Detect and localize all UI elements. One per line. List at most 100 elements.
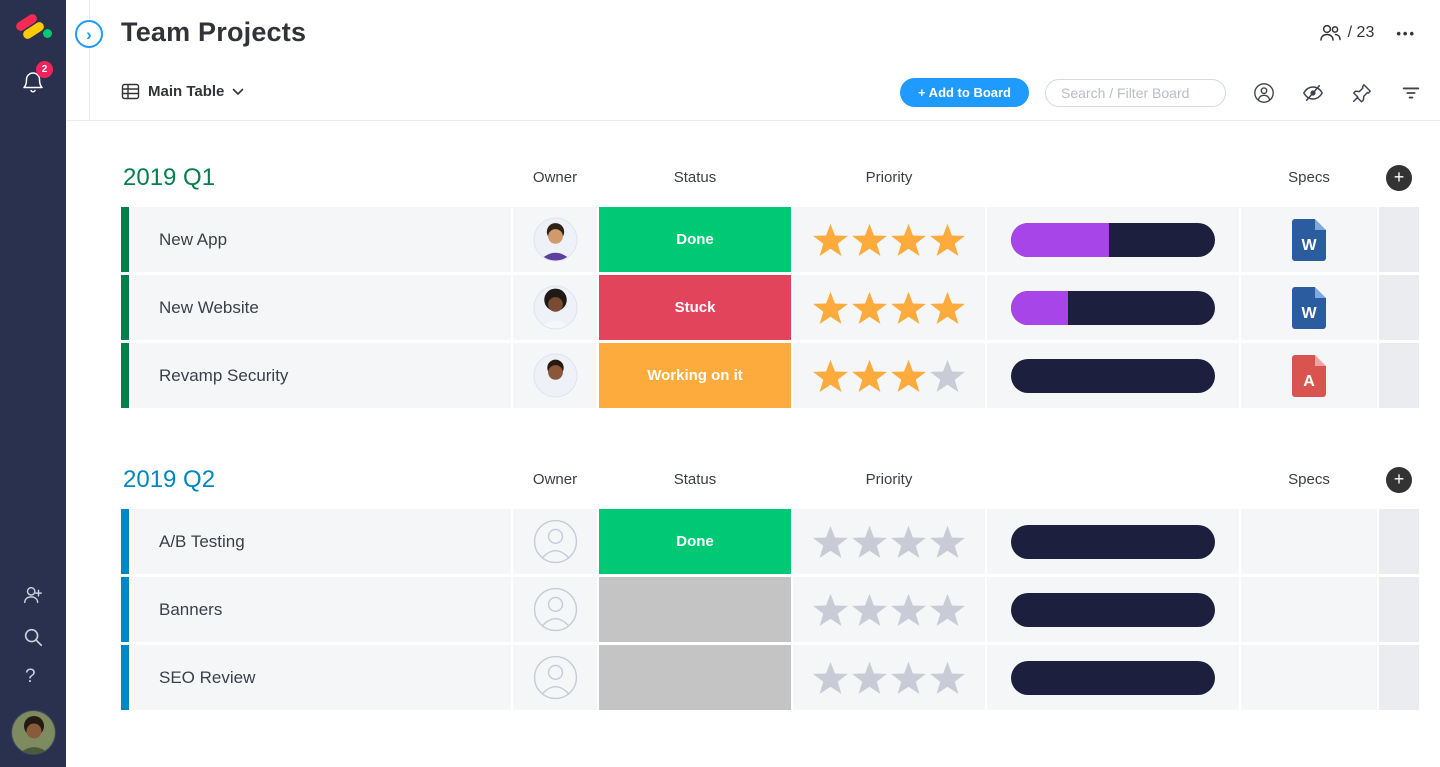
group-color-bar — [121, 275, 129, 340]
progress-bar[interactable] — [1011, 358, 1215, 393]
owner-cell[interactable] — [513, 577, 597, 642]
specs-cell[interactable] — [1241, 509, 1377, 574]
add-column-button[interactable]: + — [1386, 164, 1412, 191]
star-icon[interactable] — [812, 593, 849, 627]
progress-bar[interactable] — [1011, 222, 1215, 257]
search-icon[interactable] — [22, 626, 44, 648]
column-header-specs[interactable]: Specs — [1288, 169, 1330, 186]
star-icon[interactable] — [929, 359, 966, 393]
monday-logo-icon[interactable] — [14, 12, 53, 41]
star-icon[interactable] — [812, 525, 849, 559]
invite-member-icon[interactable] — [22, 584, 44, 606]
progress-cell[interactable] — [987, 275, 1239, 340]
add-to-board-button[interactable]: + Add to Board — [899, 78, 1029, 107]
progress-cell[interactable] — [987, 343, 1239, 408]
star-icon[interactable] — [929, 593, 966, 627]
item-name[interactable]: A/B Testing — [131, 509, 511, 574]
column-header-status[interactable]: Status — [673, 169, 717, 186]
progress-bar[interactable] — [1011, 290, 1215, 325]
status-label[interactable]: Working on it — [599, 343, 791, 408]
board-members-count[interactable]: / 23 — [1347, 24, 1375, 41]
owner-cell[interactable] — [513, 645, 597, 710]
board-group: 2019 Q2 Owner Status Priority Specs + A/B Test… — [121, 450, 1419, 713]
star-icon[interactable] — [929, 291, 966, 325]
column-header-owner[interactable]: Owner — [532, 471, 578, 488]
star-icon[interactable] — [812, 291, 849, 325]
priority-stars[interactable] — [793, 509, 985, 574]
star-icon[interactable] — [812, 223, 849, 257]
item-name[interactable]: New Website — [131, 275, 511, 340]
progress-cell[interactable] — [987, 645, 1239, 710]
star-icon[interactable] — [890, 593, 927, 627]
status-label[interactable]: Stuck — [599, 275, 791, 340]
column-header-priority[interactable]: Priority — [865, 471, 913, 488]
item-name[interactable]: New App — [131, 207, 511, 272]
progress-bar[interactable] — [1011, 524, 1215, 559]
column-header-specs[interactable]: Specs — [1288, 471, 1330, 488]
star-icon[interactable] — [812, 661, 849, 695]
status-label[interactable]: Done — [599, 207, 791, 272]
item-name[interactable]: SEO Review — [131, 645, 511, 710]
priority-stars[interactable] — [793, 645, 985, 710]
progress-cell[interactable] — [987, 577, 1239, 642]
hidden-columns-eye-slash-icon[interactable] — [1302, 82, 1324, 104]
progress-bar[interactable] — [1011, 592, 1215, 627]
column-header-owner[interactable]: Owner — [532, 169, 578, 186]
board-members-icon[interactable] — [1318, 22, 1342, 44]
group-title[interactable]: 2019 Q1 — [123, 163, 216, 191]
person-filter-icon[interactable] — [1253, 82, 1275, 104]
star-icon[interactable] — [851, 291, 888, 325]
status-label[interactable]: Done — [599, 509, 791, 574]
group-title[interactable]: 2019 Q2 — [123, 465, 216, 493]
star-icon[interactable] — [851, 525, 888, 559]
star-icon[interactable] — [890, 291, 927, 325]
priority-stars[interactable] — [793, 577, 985, 642]
notifications-button[interactable]: 2 — [22, 61, 53, 94]
filter-icon[interactable] — [1400, 82, 1422, 104]
status-label[interactable] — [599, 577, 791, 642]
owner-cell[interactable] — [513, 275, 597, 340]
star-icon[interactable] — [929, 525, 966, 559]
star-icon[interactable] — [851, 593, 888, 627]
pin-icon[interactable] — [1351, 82, 1373, 104]
progress-cell[interactable] — [987, 207, 1239, 272]
owner-cell[interactable] — [513, 207, 597, 272]
status-label[interactable] — [599, 645, 791, 710]
expand-sidebar-button[interactable]: › — [75, 20, 103, 48]
star-icon[interactable] — [890, 359, 927, 393]
priority-stars[interactable] — [793, 207, 985, 272]
board-menu-button[interactable]: ••• — [1396, 25, 1416, 41]
column-header-priority[interactable]: Priority — [865, 169, 913, 186]
star-icon[interactable] — [890, 223, 927, 257]
priority-stars[interactable] — [793, 275, 985, 340]
specs-cell[interactable]: W — [1241, 207, 1377, 272]
progress-bar[interactable] — [1011, 660, 1215, 695]
star-icon[interactable] — [812, 359, 849, 393]
spec-file-icon[interactable]: W — [1292, 286, 1326, 329]
add-column-button[interactable]: + — [1386, 466, 1412, 493]
spec-file-icon[interactable]: A — [1292, 354, 1326, 397]
progress-cell[interactable] — [987, 509, 1239, 574]
spec-file-icon[interactable]: W — [1292, 218, 1326, 261]
help-icon[interactable]: ? — [25, 666, 36, 687]
owner-cell[interactable] — [513, 509, 597, 574]
priority-stars[interactable] — [793, 343, 985, 408]
specs-cell[interactable] — [1241, 645, 1377, 710]
star-icon[interactable] — [890, 661, 927, 695]
star-icon[interactable] — [851, 223, 888, 257]
board-search-input[interactable] — [1045, 78, 1226, 107]
specs-cell[interactable]: A — [1241, 343, 1377, 408]
star-icon[interactable] — [851, 359, 888, 393]
item-name[interactable]: Banners — [131, 577, 511, 642]
owner-cell[interactable] — [513, 343, 597, 408]
column-header-status[interactable]: Status — [673, 471, 717, 488]
star-icon[interactable] — [929, 661, 966, 695]
star-icon[interactable] — [890, 525, 927, 559]
specs-cell[interactable] — [1241, 577, 1377, 642]
user-avatar[interactable] — [11, 710, 56, 755]
item-name[interactable]: Revamp Security — [131, 343, 511, 408]
view-switcher[interactable]: Main Table — [121, 82, 244, 101]
star-icon[interactable] — [929, 223, 966, 257]
star-icon[interactable] — [851, 661, 888, 695]
specs-cell[interactable]: W — [1241, 275, 1377, 340]
